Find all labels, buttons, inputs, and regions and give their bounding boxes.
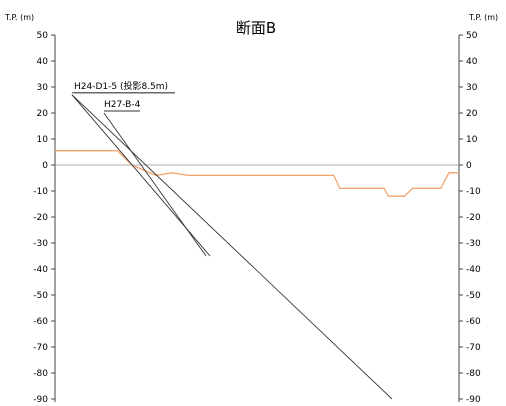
- left-tick-label: -80: [33, 369, 48, 379]
- borehole-1-line: [71, 94, 393, 400]
- right-tick-label: -70: [466, 343, 481, 353]
- left-tick-label: -10: [33, 187, 48, 197]
- left-tick-label: 0: [42, 161, 48, 171]
- right-tick-label: -40: [466, 265, 481, 275]
- left-tick-label: 30: [37, 83, 49, 93]
- left-axis-unit: T.P. (m): [4, 13, 34, 22]
- right-tick-label: 40: [466, 57, 478, 67]
- left-tick-label: 40: [37, 57, 49, 67]
- right-tick-label: 20: [466, 109, 478, 119]
- left-tick-label: 20: [37, 109, 49, 119]
- left-tick-label: -90: [33, 395, 48, 405]
- borehole-2-line: [103, 112, 207, 257]
- right-tick-label: 10: [466, 135, 478, 145]
- left-tick-label: 10: [37, 135, 49, 145]
- right-axis-unit: T.P. (m): [468, 13, 498, 22]
- right-tick-label: -30: [466, 239, 481, 249]
- left-tick-label: -20: [33, 213, 48, 223]
- right-tick-label: -50: [466, 291, 481, 301]
- right-tick-label: -90: [466, 395, 481, 405]
- borehole-1-label: H24-D1-5 (投影8.5m): [74, 80, 168, 92]
- left-tick-label: -50: [33, 291, 48, 301]
- right-tick-label: -20: [466, 213, 481, 223]
- left-tick-label: -60: [33, 317, 48, 327]
- right-axis-ticks: 50 40 30 20 10 0 -10 -20 -30 -40 -50 -60 -70 -80 -90: [459, 31, 481, 405]
- left-tick-label: -40: [33, 265, 48, 275]
- ground-surface-line: [55, 150, 459, 197]
- left-tick-label: -70: [33, 343, 48, 353]
- right-tick-label: 0: [466, 161, 472, 171]
- right-tick-label: -60: [466, 317, 481, 327]
- left-axis-ticks: 50 40 30 20 10 0 -10 -20 -30 -40 -50 -60 -70 -80 -90: [33, 31, 55, 405]
- right-tick-label: 50: [466, 31, 478, 41]
- right-tick-label: -80: [466, 369, 481, 379]
- borehole-1-inner-line: [71, 94, 211, 257]
- figure-title: 断面B: [236, 19, 276, 37]
- right-tick-label: 30: [466, 83, 478, 93]
- right-tick-label: -10: [466, 187, 481, 197]
- left-tick-label: 50: [37, 31, 49, 41]
- left-tick-label: -30: [33, 239, 48, 249]
- borehole-2-label: H27-B-4: [104, 100, 141, 110]
